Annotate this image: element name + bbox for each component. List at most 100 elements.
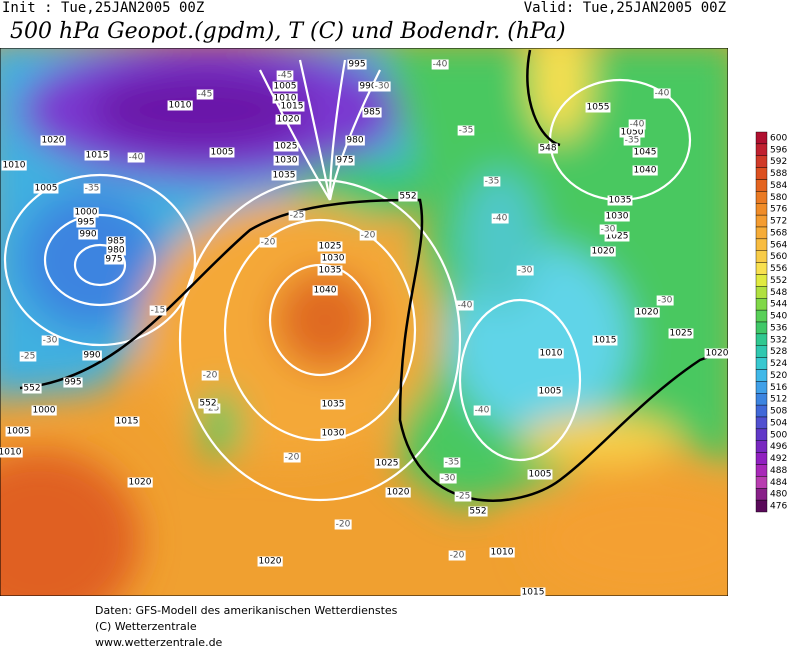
contour-label-box	[538, 143, 558, 154]
contour-label-text: 552	[199, 399, 216, 409]
colorbar-label: 572	[770, 217, 787, 227]
contour-label: 1015	[520, 587, 546, 598]
contour-label-text: 552	[399, 192, 416, 202]
contour-label: 1015	[84, 150, 110, 161]
contour-label-box	[82, 350, 102, 361]
contour-label-box	[259, 237, 277, 248]
contour-label: 1035	[320, 399, 346, 410]
contour-label-text: 548	[539, 144, 556, 154]
colorbar-label: 524	[770, 359, 787, 369]
contour-label-text: 1035	[609, 196, 632, 206]
contour-label: 990	[358, 81, 378, 92]
contour-label: -40	[491, 213, 509, 224]
contour-label-box	[104, 254, 124, 265]
contour-label: -40	[653, 88, 671, 99]
contour-label-box	[483, 176, 501, 187]
contour-label-text: -30	[518, 266, 533, 276]
contour-label: -20	[448, 550, 466, 561]
contour-label-text: -40	[630, 120, 645, 130]
contour-label: 1010	[538, 348, 564, 359]
contour-label: -20	[359, 230, 377, 241]
contour-label-box	[0, 447, 23, 458]
contour-label-text: 1010	[491, 548, 514, 558]
contour-label-text: -35	[85, 184, 100, 194]
contour-label-text: 975	[105, 255, 122, 265]
contour-label-text: 1015	[522, 588, 545, 598]
contour-label-box	[628, 119, 646, 130]
contour-label: 1030	[320, 253, 346, 264]
colorbar-label: 508	[770, 407, 787, 417]
contour-label: 1025	[273, 141, 299, 152]
contour-label-box	[590, 246, 616, 257]
contour-label-box	[22, 383, 42, 394]
contour-label-box	[454, 491, 472, 502]
contour-label-box	[359, 230, 377, 241]
contour-label: 552	[22, 383, 42, 394]
contour-label: -45	[276, 70, 294, 81]
contour-label: 1015	[114, 416, 140, 427]
contour-label-text: -30	[658, 296, 673, 306]
contour-label: 548	[538, 143, 558, 154]
contour-label-box	[623, 135, 641, 146]
contour-label: 1025	[604, 231, 630, 242]
contour-label-box	[19, 351, 37, 362]
colorbar-label: 584	[770, 181, 787, 191]
contour-label-box	[668, 328, 694, 339]
contour-label-box	[106, 236, 126, 247]
contour-label: -30	[41, 335, 59, 346]
contour-label: 1035	[271, 170, 297, 181]
footer-line: Daten: GFS-Modell des amerikanischen Wet…	[95, 604, 398, 617]
contour-label-box	[127, 152, 145, 163]
valid-time: Valid: Tue,25JAN2005 00Z	[524, 0, 726, 16]
contour-label-box	[516, 265, 534, 276]
colorbar-cell	[755, 381, 768, 394]
contour-label-box	[317, 265, 343, 276]
contour-label: -30	[656, 295, 674, 306]
contour-label-box	[257, 556, 283, 567]
contour-label-box	[358, 81, 378, 92]
contour-label-text: -40	[129, 153, 144, 163]
contour-label: 1040	[312, 285, 338, 296]
contour-label-text: 975	[336, 156, 353, 166]
contour-label: -45	[196, 89, 214, 100]
contour-label-text: -40	[655, 89, 670, 99]
contour-label: 1010	[1, 160, 27, 171]
contour-label: 1005	[537, 386, 563, 397]
contour-label: 1020	[257, 556, 283, 567]
contour-label: -40	[628, 119, 646, 130]
contour-label-box	[73, 207, 99, 218]
contour-label: 1030	[320, 428, 346, 439]
contour-label-text: -20	[261, 238, 276, 248]
contour-label: -35	[457, 125, 475, 136]
colorbar-label: 548	[770, 288, 787, 298]
contour-label: 995	[63, 377, 83, 388]
map-field	[0, 48, 728, 596]
contour-label-text: 1030	[606, 212, 629, 222]
contour-label-text: 1020	[706, 349, 729, 359]
contour-label-box	[209, 147, 235, 158]
contour-label-box	[317, 241, 343, 252]
contour-label: 990	[78, 229, 98, 240]
contour-label-box	[374, 458, 400, 469]
colorbar-cell	[755, 191, 768, 204]
contour-label: 1025	[317, 241, 343, 252]
contour-label-box	[1, 160, 27, 171]
contour-label-text: -20	[336, 520, 351, 530]
colorbar-cell	[755, 452, 768, 465]
contour-label-text: 990	[359, 82, 376, 92]
contour-label-text: 552	[469, 507, 486, 517]
colorbar-cell	[755, 499, 768, 513]
colorbar-label: 504	[770, 418, 787, 428]
contour-label-box	[320, 428, 346, 439]
contour-label-box	[40, 135, 66, 146]
contour-label-text: 1000	[75, 208, 98, 218]
contour-label-box	[320, 253, 346, 264]
contour-label: -25	[19, 351, 37, 362]
colorbar-label: 580	[770, 193, 787, 203]
contour-label: 1025	[374, 458, 400, 469]
contour-label: -35	[443, 457, 461, 468]
contour-label-box	[537, 386, 563, 397]
colorbar-label: 484	[770, 478, 787, 488]
contour-label-box	[78, 229, 98, 240]
contour-label-box	[334, 519, 352, 530]
